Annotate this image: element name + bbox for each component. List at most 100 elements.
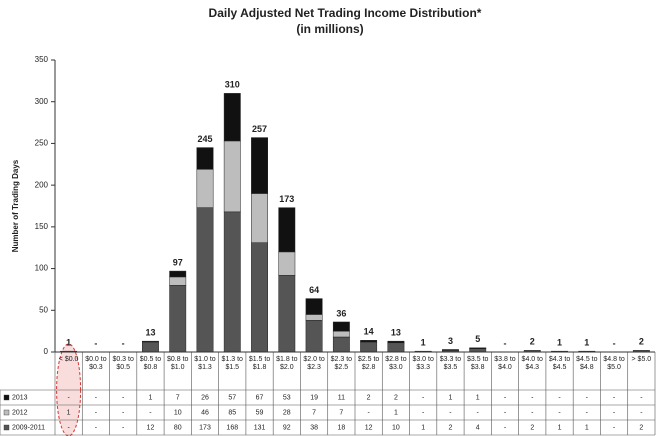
bar-segment bbox=[142, 341, 159, 353]
bar-segment bbox=[169, 276, 187, 286]
table-cell: - bbox=[367, 409, 370, 416]
x-tick-label: $2.0 to $2.3 bbox=[303, 356, 325, 371]
total-label: 97 bbox=[173, 257, 183, 267]
bar-segment bbox=[305, 320, 323, 353]
x-tick-label: $4.5 to $4.8 bbox=[576, 356, 598, 371]
y-tick-label: 350 bbox=[35, 55, 49, 64]
table-cell: 38 bbox=[310, 424, 318, 431]
total-label: - bbox=[94, 338, 97, 348]
table-cell: 7 bbox=[339, 409, 343, 416]
table-cell: - bbox=[531, 409, 534, 416]
table-cell: - bbox=[122, 394, 125, 401]
x-tick-label: $3.3 to $3.5 bbox=[439, 356, 462, 371]
table-cell: 1 bbox=[394, 409, 398, 416]
table-cell: 1 bbox=[585, 424, 589, 431]
total-label: - bbox=[122, 338, 125, 348]
x-tick-label: $4.0 to $4.3 bbox=[521, 356, 543, 371]
bar-segment bbox=[251, 242, 268, 353]
total-label: - bbox=[613, 338, 616, 348]
y-tick-label: 300 bbox=[35, 97, 49, 106]
bar-segment bbox=[142, 340, 159, 343]
legend-swatch bbox=[3, 409, 10, 416]
x-tick-label: $3.0 to $3.3 bbox=[412, 356, 434, 371]
total-label: 1 bbox=[421, 338, 426, 348]
bar-segment bbox=[360, 340, 378, 343]
table-cell: 1 bbox=[149, 394, 153, 401]
table-cell: 168 bbox=[226, 424, 238, 431]
bar-segment bbox=[332, 321, 350, 332]
total-label: 310 bbox=[225, 80, 240, 90]
bar-segment bbox=[332, 330, 350, 338]
table-cell: - bbox=[640, 394, 643, 401]
table-cell: 1 bbox=[476, 394, 480, 401]
legend-swatch bbox=[3, 424, 10, 431]
total-label: - bbox=[504, 338, 507, 348]
bar-segment bbox=[169, 285, 187, 353]
table-cell: - bbox=[67, 424, 70, 431]
table-cell: - bbox=[531, 394, 534, 401]
x-tick-label: < $0.0 bbox=[58, 356, 79, 363]
legend-label: 2013 bbox=[12, 394, 28, 401]
total-label: 257 bbox=[252, 124, 267, 134]
table-cell: 2 bbox=[530, 424, 534, 431]
total-label: 13 bbox=[145, 328, 155, 338]
table-cell: - bbox=[613, 424, 616, 431]
bar-segment bbox=[387, 343, 405, 353]
bar-segment bbox=[332, 336, 350, 353]
total-label: 2 bbox=[530, 337, 535, 347]
y-tick-label: 250 bbox=[35, 139, 49, 148]
table-cell: 46 bbox=[201, 409, 209, 416]
table-cell: - bbox=[640, 409, 643, 416]
table-cell: 2 bbox=[449, 424, 453, 431]
chart-title: Daily Adjusted Net Trading Income Distri… bbox=[209, 6, 482, 20]
table-cell: 2 bbox=[394, 394, 398, 401]
total-label: 1 bbox=[584, 338, 589, 348]
table-cell: - bbox=[95, 409, 98, 416]
table-cell: - bbox=[586, 394, 589, 401]
bar-segment bbox=[278, 207, 296, 253]
table-cell: - bbox=[504, 424, 507, 431]
table-cell: - bbox=[422, 409, 425, 416]
table-cell: 7 bbox=[176, 394, 180, 401]
table-cell: 80 bbox=[174, 424, 182, 431]
x-tick-label: $1.3 to $1.5 bbox=[221, 356, 243, 371]
x-tick-label: $2.8 to $3.0 bbox=[385, 356, 407, 371]
total-label: 36 bbox=[336, 308, 346, 318]
table-cell: 12 bbox=[147, 424, 155, 431]
table-cell: 67 bbox=[256, 394, 264, 401]
legend-label: 2009-2011 bbox=[12, 424, 45, 431]
x-tick-label: $3.8 to $4.0 bbox=[494, 356, 516, 371]
table-cell: - bbox=[122, 424, 125, 431]
table-cell: - bbox=[613, 409, 616, 416]
table-cell: - bbox=[149, 409, 152, 416]
legend-label: 2012 bbox=[12, 409, 28, 416]
total-label: 2 bbox=[639, 337, 644, 347]
table-cell: - bbox=[422, 394, 425, 401]
table-cell: 11 bbox=[338, 394, 345, 401]
table-cell: 2 bbox=[367, 394, 371, 401]
x-tick-label: $0.3 to $0.5 bbox=[112, 356, 134, 371]
table-cell: - bbox=[504, 409, 507, 416]
y-tick-label: 150 bbox=[35, 222, 49, 231]
chart-subtitle: (in millions) bbox=[296, 22, 363, 36]
table-cell: - bbox=[586, 409, 589, 416]
table-cell: 59 bbox=[256, 409, 264, 416]
bar-segment bbox=[251, 193, 268, 243]
table-cell: - bbox=[558, 409, 561, 416]
y-axis-label: Number of Trading Days bbox=[11, 159, 20, 252]
total-label: 245 bbox=[197, 134, 212, 144]
table-cell: 1 bbox=[421, 424, 425, 431]
x-tick-label: $2.5 to $2.8 bbox=[357, 356, 380, 371]
x-tick-label: $4.8 to $5.0 bbox=[603, 356, 625, 371]
table-cell: - bbox=[477, 409, 480, 416]
table-cell: 12 bbox=[365, 424, 373, 431]
bar-segment bbox=[251, 137, 268, 194]
total-label: 1 bbox=[557, 338, 562, 348]
table-cell: - bbox=[95, 424, 98, 431]
x-tick-label: $1.8 to $2.0 bbox=[276, 356, 298, 371]
table-cell: 28 bbox=[283, 409, 291, 416]
bar-segment bbox=[223, 93, 241, 142]
table-cell: 26 bbox=[201, 394, 209, 401]
table-cell: - bbox=[95, 394, 98, 401]
